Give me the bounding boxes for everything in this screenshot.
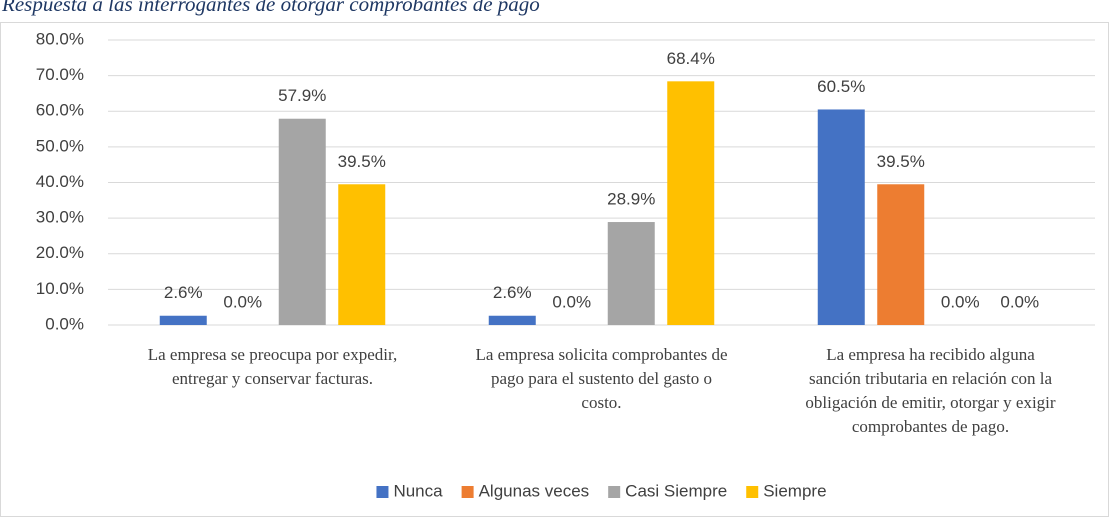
legend-swatch	[461, 486, 474, 498]
y-tick-label: 60.0%	[36, 101, 84, 120]
y-tick-label: 30.0%	[36, 208, 84, 227]
bar	[488, 315, 536, 325]
chart-title: Respuesta a las interrogantes de otorgar…	[1, 0, 540, 16]
legend-label: Casi Siempre	[625, 481, 727, 500]
legend-label: Nunca	[393, 481, 443, 500]
value-label: 39.5%	[338, 152, 386, 171]
y-tick-label: 40.0%	[36, 172, 84, 191]
y-tick-label: 70.0%	[36, 65, 84, 84]
y-tick-label: 50.0%	[36, 136, 84, 155]
legend-swatch	[608, 486, 621, 498]
value-label: 2.6%	[493, 283, 532, 302]
value-label: 0.0%	[941, 292, 980, 311]
value-label: 2.6%	[164, 283, 203, 302]
bar	[159, 315, 207, 325]
legend-label: Algunas veces	[479, 481, 590, 500]
y-tick-label: 10.0%	[36, 279, 84, 298]
value-label: 28.9%	[607, 190, 655, 209]
value-label: 0.0%	[552, 292, 591, 311]
x-tick-label: La empresa se preocupa por expedir, entr…	[147, 345, 398, 388]
x-tick-label: La empresa ha recibido alguna sanción tr…	[805, 345, 1056, 436]
y-tick-label: 80.0%	[36, 29, 84, 48]
value-label: 60.5%	[817, 77, 865, 96]
legend-swatch	[746, 486, 759, 498]
chart-frame	[0, 22, 1109, 517]
legend-swatch	[376, 486, 389, 498]
value-label: 68.4%	[667, 49, 715, 68]
value-label: 0.0%	[223, 292, 262, 311]
x-tick-label: La empresa solicita comprobantes de pago…	[475, 345, 728, 412]
y-tick-label: 20.0%	[36, 243, 84, 262]
bar	[667, 81, 715, 325]
bar	[877, 184, 925, 325]
value-label: 0.0%	[1000, 292, 1039, 311]
y-tick-label: 0.0%	[45, 314, 84, 333]
value-label: 39.5%	[877, 152, 925, 171]
legend-label: Siempre	[763, 481, 826, 500]
bar	[817, 109, 865, 325]
bar	[607, 222, 655, 325]
bar	[278, 118, 326, 325]
bar	[338, 184, 386, 325]
value-label: 57.9%	[278, 86, 326, 105]
